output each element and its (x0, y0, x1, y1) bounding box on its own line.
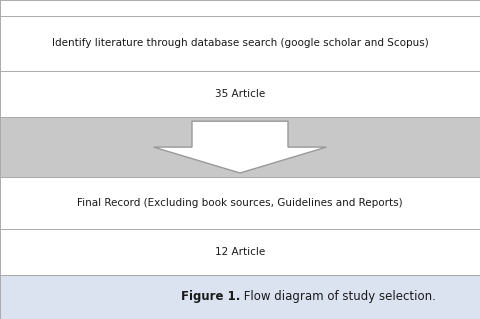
Polygon shape (154, 121, 326, 173)
Text: Final Record (Excluding book sources, Guidelines and Reports): Final Record (Excluding book sources, Gu… (77, 198, 403, 208)
Text: Figure 1.: Figure 1. (180, 290, 240, 303)
Bar (0, 16, 480, 71)
Bar (0, 275, 480, 319)
Text: Flow diagram of study selection.: Flow diagram of study selection. (240, 290, 436, 303)
Text: Identify literature through database search (google scholar and Scopus): Identify literature through database sea… (52, 38, 428, 48)
Bar (0, 177, 480, 229)
Bar (0, 229, 480, 275)
Text: 35 Article: 35 Article (215, 89, 265, 99)
Bar (0, 71, 480, 117)
Text: 12 Article: 12 Article (215, 247, 265, 257)
Bar (0, 117, 480, 177)
